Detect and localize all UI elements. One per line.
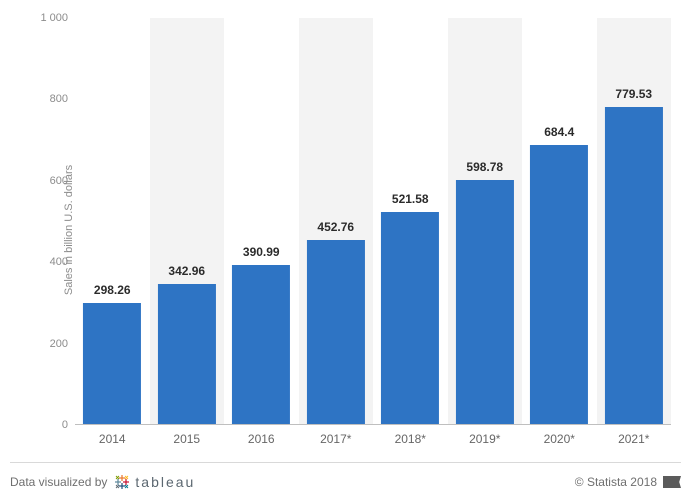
- y-tick-label: 800: [0, 93, 68, 105]
- y-tick-label: 400: [0, 256, 68, 268]
- bar: [83, 303, 141, 424]
- x-category-label: 2015: [173, 432, 200, 446]
- tableau-wordmark: tableau: [135, 474, 195, 490]
- x-category-label: 2020*: [544, 432, 575, 446]
- bar-slot: 684.42020*: [522, 18, 597, 424]
- chart-container: Sales in billion U.S. dollars 0200400600…: [0, 0, 691, 460]
- x-category-label: 2018*: [395, 432, 426, 446]
- plot-area: 298.262014342.962015390.992016452.762017…: [75, 18, 671, 425]
- tableau-mark-icon: [113, 473, 131, 491]
- bar-slot: 521.582018*: [373, 18, 448, 424]
- bar-slot: 298.262014: [75, 18, 150, 424]
- bar-value-label: 342.96: [168, 264, 205, 278]
- bar-value-label: 598.78: [466, 160, 503, 174]
- bar-value-label: 684.4: [544, 125, 574, 139]
- bar-slot: 779.532021*: [597, 18, 672, 424]
- bar: [158, 284, 216, 424]
- y-tick-label: 1 000: [0, 12, 68, 24]
- bar: [530, 145, 588, 424]
- bar: [456, 180, 514, 424]
- y-tick-label: 200: [0, 338, 68, 350]
- bar: [605, 107, 663, 424]
- x-category-label: 2021*: [618, 432, 649, 446]
- bar: [232, 265, 290, 424]
- bar-value-label: 521.58: [392, 192, 429, 206]
- bar-slot: 598.782019*: [448, 18, 523, 424]
- flag-icon: [663, 476, 681, 488]
- bar-value-label: 390.99: [243, 245, 280, 259]
- bar: [307, 240, 365, 424]
- footer-right: © Statista 2018: [575, 475, 681, 489]
- footer-left: Data visualized by tableau: [10, 473, 195, 491]
- bar-value-label: 452.76: [317, 220, 354, 234]
- x-category-label: 2014: [99, 432, 126, 446]
- bar: [381, 212, 439, 424]
- chart-footer: Data visualized by tableau: [10, 462, 681, 501]
- x-category-label: 2019*: [469, 432, 500, 446]
- bar-value-label: 779.53: [615, 87, 652, 101]
- footer-prefix: Data visualized by: [10, 475, 107, 489]
- bar-slot: 390.992016: [224, 18, 299, 424]
- x-category-label: 2017*: [320, 432, 351, 446]
- x-category-label: 2016: [248, 432, 275, 446]
- tableau-logo: tableau: [113, 473, 195, 491]
- copyright-text: © Statista 2018: [575, 475, 657, 489]
- bar-slot: 342.962015: [150, 18, 225, 424]
- y-tick-label: 600: [0, 175, 68, 187]
- y-tick-label: 0: [0, 419, 68, 431]
- bar-value-label: 298.26: [94, 283, 131, 297]
- bar-slot: 452.762017*: [299, 18, 374, 424]
